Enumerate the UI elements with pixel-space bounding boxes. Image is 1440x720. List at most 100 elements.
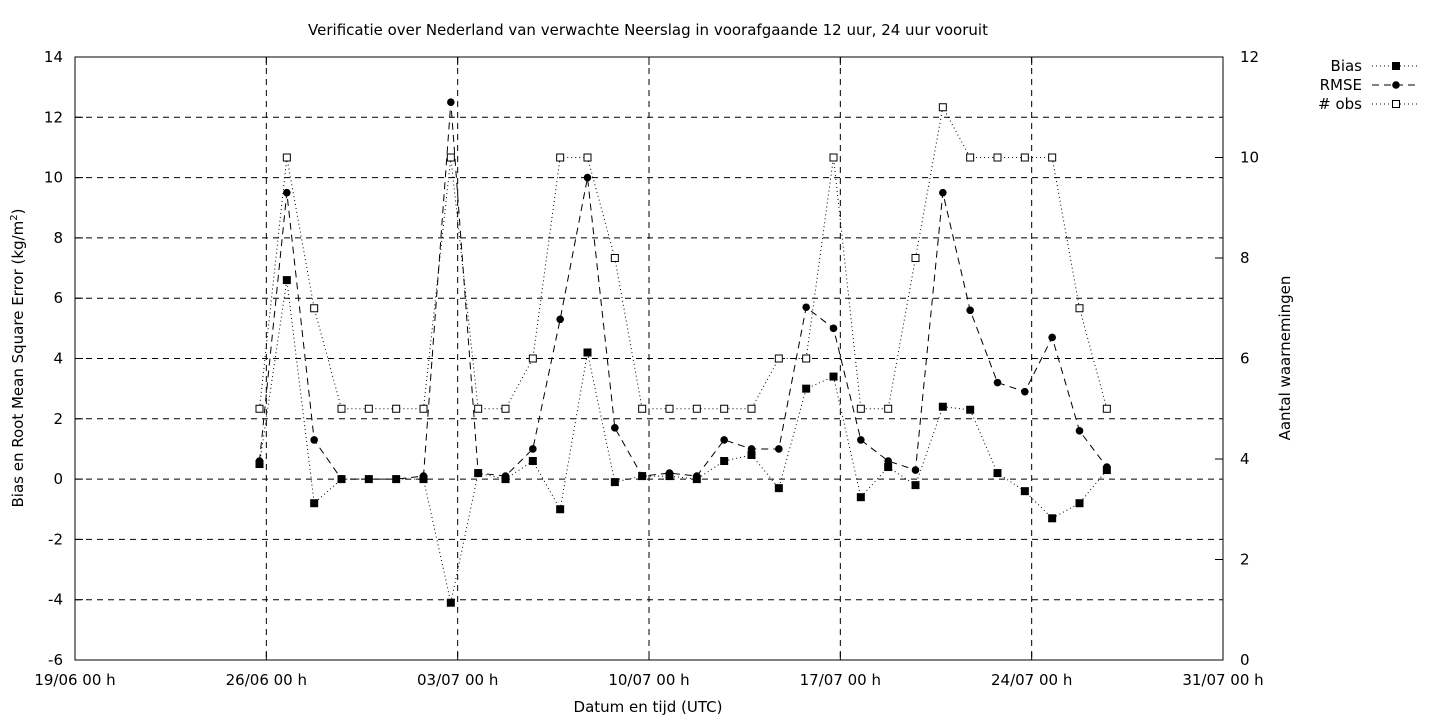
data-point-obs xyxy=(692,404,701,413)
y2-tick-label: 6 xyxy=(1240,350,1250,368)
data-point-obs xyxy=(1102,404,1111,413)
x-tick-label: 26/06 00 h xyxy=(226,671,307,689)
y-tick-label: 10 xyxy=(44,169,63,187)
x-tick-label: 10/07 00 h xyxy=(608,671,689,689)
data-point-bias xyxy=(884,463,893,472)
data-point-rmse xyxy=(529,445,537,453)
legend-label-obs: # obs xyxy=(1318,95,1362,113)
data-point-obs xyxy=(528,354,537,363)
y-axis-label-sup: 2 xyxy=(9,214,20,220)
series-obs xyxy=(255,103,1111,413)
data-point-bias xyxy=(720,457,729,466)
y-axis-label-close: ) xyxy=(9,209,27,215)
data-point-rmse xyxy=(802,303,810,312)
data-point-obs xyxy=(747,404,756,413)
data-point-bias xyxy=(966,405,975,414)
data-point-rmse xyxy=(966,306,974,315)
data-point-rmse xyxy=(993,378,1002,387)
data-point-rmse xyxy=(556,315,564,324)
data-point-obs xyxy=(993,153,1002,162)
y2-axis-label: Aantal waarnemingen xyxy=(1276,276,1294,441)
data-point-rmse xyxy=(474,469,482,477)
data-point-obs xyxy=(337,404,346,413)
data-point-bias xyxy=(1048,514,1057,523)
legend-marker-obs xyxy=(1392,100,1400,108)
x-tick-label: 03/07 00 h xyxy=(417,671,498,689)
data-point-rmse xyxy=(501,472,510,480)
data-point-rmse xyxy=(583,173,592,182)
y-tick-label: 2 xyxy=(53,410,63,428)
series-line-obs xyxy=(259,105,1108,410)
data-point-obs xyxy=(310,304,319,313)
y-tick-label: 12 xyxy=(44,108,63,126)
y-tick-label: 0 xyxy=(53,470,63,488)
y-tick-label: -2 xyxy=(48,530,63,548)
data-point-obs xyxy=(1048,153,1057,162)
legend-label-bias: Bias xyxy=(1331,57,1363,75)
data-point-bias xyxy=(802,384,811,393)
data-point-rmse xyxy=(310,436,318,444)
data-point-rmse xyxy=(611,424,619,432)
y2-tick-label: 10 xyxy=(1240,149,1259,167)
data-point-rmse xyxy=(638,472,646,480)
data-point-bias xyxy=(911,481,920,490)
data-point-bias xyxy=(310,499,319,508)
data-point-bias xyxy=(556,505,565,514)
data-point-bias xyxy=(1020,487,1029,496)
data-point-obs xyxy=(1075,304,1084,313)
data-point-rmse xyxy=(720,436,728,444)
data-point-obs xyxy=(501,404,510,413)
series-rmse xyxy=(255,98,1111,483)
data-point-rmse xyxy=(1103,463,1111,471)
data-point-obs xyxy=(364,404,373,413)
data-point-rmse xyxy=(283,188,291,197)
x-tick-label: 19/06 00 h xyxy=(34,671,115,689)
data-point-bias xyxy=(610,478,619,487)
ticks xyxy=(74,56,1224,661)
data-point-obs xyxy=(583,153,592,162)
data-point-obs xyxy=(638,404,647,413)
data-point-obs xyxy=(774,354,783,363)
y-tick-label: 8 xyxy=(53,229,63,247)
y-axis-label: Bias en Root Mean Square Error (kg/m2) xyxy=(9,209,27,508)
data-point-bias xyxy=(747,450,756,459)
grid xyxy=(75,57,1223,660)
y2-tick-label: 4 xyxy=(1240,450,1250,468)
data-point-bias xyxy=(829,372,838,381)
data-point-rmse xyxy=(747,445,756,453)
legend-label-rmse: RMSE xyxy=(1320,76,1362,94)
data-point-rmse xyxy=(857,436,865,444)
legend-marker-rmse xyxy=(1392,81,1400,89)
series-line-rmse xyxy=(259,102,1108,480)
x-tick-label: 24/07 00 h xyxy=(991,671,1072,689)
y-axis-label-main: Bias en Root Mean Square Error (kg/m xyxy=(9,221,27,508)
y-tick-label: 14 xyxy=(44,48,63,66)
data-point-obs xyxy=(556,153,565,162)
x-tick-label: 31/07 00 h xyxy=(1182,671,1263,689)
legend-marker-bias xyxy=(1392,62,1400,70)
data-point-obs xyxy=(474,404,483,413)
y-tick-label: 4 xyxy=(53,350,63,368)
data-point-rmse xyxy=(911,466,920,474)
data-point-rmse xyxy=(939,188,947,197)
data-point-obs xyxy=(856,404,865,413)
y2-tick-label: 2 xyxy=(1240,551,1250,569)
data-point-obs xyxy=(802,354,811,363)
series-bias xyxy=(255,276,1111,607)
data-point-rmse xyxy=(255,457,264,465)
data-point-bias xyxy=(938,402,947,411)
y2-tick-label: 12 xyxy=(1240,48,1259,66)
data-point-obs xyxy=(829,153,838,162)
data-point-rmse xyxy=(829,324,838,333)
data-point-obs xyxy=(938,103,947,112)
data-point-rmse xyxy=(693,472,701,480)
data-point-obs xyxy=(610,254,619,262)
data-point-obs xyxy=(255,404,264,413)
x-axis-label: Datum en tijd (UTC) xyxy=(574,698,723,716)
data-point-bias xyxy=(528,457,537,466)
y-tick-label: -6 xyxy=(48,651,63,669)
data-point-rmse xyxy=(884,457,892,465)
y-tick-label: 6 xyxy=(53,289,63,307)
